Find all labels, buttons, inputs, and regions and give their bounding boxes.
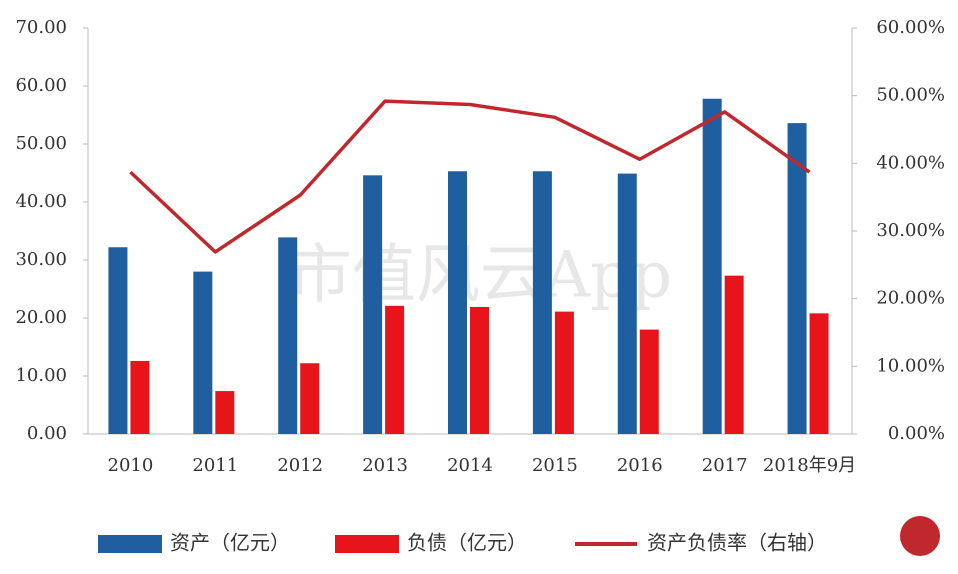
bar [470,306,489,434]
y-tick-label: 30.00 [15,249,67,270]
x-tick-label: 2010 [108,455,154,476]
bar [300,363,320,434]
watermark: 市值风云App [288,239,672,313]
bar [724,275,744,434]
legend-swatch [98,535,162,553]
legend-label: 负债（亿元） [407,531,527,555]
y-tick-label: 50.00 [15,133,67,154]
y-tick-label: 40.00 [15,191,67,212]
y-tick-label: 70.00 [15,17,67,38]
bar [278,237,298,434]
x-tick-label: 2011 [192,455,238,476]
x-tick-label: 2014 [447,455,493,476]
bar [385,305,405,434]
bar [448,171,467,434]
bar [554,311,574,434]
logo [900,516,940,556]
y2-tick-label: 20.00% [876,288,945,309]
x-tick-label: 2012 [277,455,323,476]
bar [639,329,659,434]
y2-tick-label: 50.00% [876,85,945,106]
bar [617,173,637,434]
y-tick-label: 10.00 [15,365,67,386]
line [129,99,811,254]
y2-tick-label: 40.00% [876,152,945,173]
legend-label: 资产（亿元） [170,531,290,555]
legend-label: 资产负债率（右轴） [647,531,827,555]
bar [702,98,722,434]
y2-tick-label: 0.00% [888,423,945,444]
x-tick-label: 2017 [702,455,748,476]
y2-tick-label: 10.00% [876,355,945,376]
y-tick-label: 20.00 [15,307,67,328]
bar [193,271,213,434]
x-tick-label: 2013 [362,455,408,476]
bar [787,123,807,435]
x-tick-label: 2018年9月 [763,455,856,476]
x-tick-label: 2016 [617,455,663,476]
y-tick-label: 0.00 [27,423,67,444]
bar [130,360,150,434]
bar [809,313,829,434]
y-tick-label: 60.00 [15,75,67,96]
y2-tick-label: 60.00% [876,17,945,38]
y2-tick-label: 30.00% [876,220,945,241]
x-tick-label: 2015 [532,455,578,476]
legend-swatch [335,535,399,553]
bar [532,171,552,434]
bar [363,175,383,434]
bar [108,247,128,434]
bar [215,391,235,434]
